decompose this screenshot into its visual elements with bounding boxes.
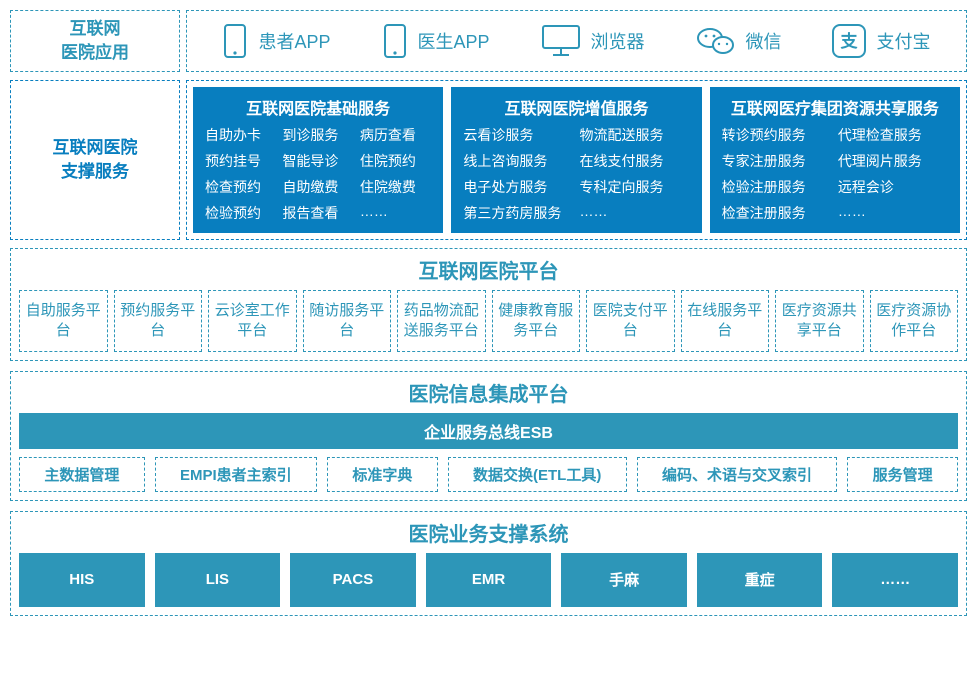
app-item-label: 微信	[746, 28, 782, 54]
system-box-2: PACS	[290, 553, 416, 607]
row-support-services: 互联网医院 支撑服务 互联网医院基础服务自助办卡到诊服务病历查看预约挂号智能导诊…	[10, 80, 967, 240]
platform-box-4: 药品物流配送服务平台	[397, 290, 486, 352]
svc-item: 到诊服务	[282, 125, 353, 145]
svc-card-0: 互联网医院基础服务自助办卡到诊服务病历查看预约挂号智能导诊住院预约检查预约自助缴…	[193, 87, 443, 233]
svc-item: 云看诊服务	[463, 125, 573, 145]
svc-item: 第三方药房服务	[463, 203, 573, 223]
svc-item: 检查预约	[205, 177, 276, 197]
app-item-3: 微信	[696, 25, 782, 57]
svc-item: 远程会诊	[838, 177, 948, 197]
system-box-5: 重症	[697, 553, 823, 607]
svc-item: 转诊预约服务	[722, 125, 832, 145]
system-box-1: LIS	[155, 553, 281, 607]
svc-item: 检查注册服务	[722, 203, 832, 223]
app-item-4: 支支付宝	[832, 24, 930, 58]
svc-item: 线上咨询服务	[463, 151, 573, 171]
apps-label-line1: 互联网	[61, 17, 129, 41]
svc-item: 专科定向服务	[579, 177, 689, 197]
svc-item: 专家注册服务	[722, 151, 832, 171]
systems-row: HISLISPACSEMR手麻重症……	[19, 553, 958, 607]
svc-item: 病历查看	[360, 125, 431, 145]
app-item-label: 患者APP	[258, 28, 330, 54]
app-item-label: 浏览器	[591, 28, 645, 54]
platform-box-7: 在线服务平台	[681, 290, 770, 352]
platform-box-9: 医疗资源协作平台	[870, 290, 959, 352]
apps-body: 患者APP 医生APP 浏览器 微信 支支付宝	[186, 10, 967, 72]
integration-box-1: EMPI患者主索引	[155, 457, 317, 492]
svc-item: 智能导诊	[282, 151, 353, 171]
alipay-icon: 支	[832, 24, 866, 58]
system-box-6: ……	[832, 553, 958, 607]
apps-label: 互联网 医院应用	[10, 10, 180, 72]
section-platform-title: 互联网医院平台	[19, 255, 958, 284]
svc-item: 自助办卡	[205, 125, 276, 145]
section-systems-title: 医院业务支撑系统	[19, 518, 958, 547]
platform-box-1: 预约服务平台	[114, 290, 203, 352]
platform-box-8: 医疗资源共享平台	[775, 290, 864, 352]
section-systems: 医院业务支撑系统 HISLISPACSEMR手麻重症……	[10, 511, 967, 616]
svc-item: 代理检查服务	[838, 125, 948, 145]
svc-card-items: 自助办卡到诊服务病历查看预约挂号智能导诊住院预约检查预约自助缴费住院缴费检验预约…	[205, 125, 431, 223]
system-box-3: EMR	[426, 553, 552, 607]
svc-item: 住院缴费	[360, 177, 431, 197]
app-item-label: 支付宝	[876, 28, 930, 54]
svc-item: 在线支付服务	[579, 151, 689, 171]
app-item-label: 医生APP	[418, 28, 490, 54]
svc-item: 自助缴费	[282, 177, 353, 197]
svc-item: 检验注册服务	[722, 177, 832, 197]
integration-box-4: 编码、术语与交叉索引	[637, 457, 838, 492]
esb-bar: 企业服务总线ESB	[19, 413, 958, 449]
row-applications: 互联网 医院应用 患者APP 医生APP 浏览器 微信 支支付宝	[10, 10, 967, 72]
svc-item: ……	[579, 203, 689, 223]
phone-icon	[222, 24, 248, 58]
platform-box-5: 健康教育服务平台	[492, 290, 581, 352]
svc-card-title: 互联网医院基础服务	[205, 95, 431, 119]
system-box-0: HIS	[19, 553, 145, 607]
svc-label: 互联网医院 支撑服务	[10, 80, 180, 240]
platform-row: 自助服务平台预约服务平台云诊室工作平台随访服务平台药品物流配送服务平台健康教育服…	[19, 290, 958, 352]
platform-box-3: 随访服务平台	[303, 290, 392, 352]
integration-box-0: 主数据管理	[19, 457, 145, 492]
svc-card-items: 转诊预约服务代理检查服务专家注册服务代理阅片服务检验注册服务远程会诊检查注册服务…	[722, 125, 948, 223]
svc-item: ……	[360, 203, 431, 223]
wechat-icon	[696, 25, 736, 57]
svc-item: 住院预约	[360, 151, 431, 171]
svc-card-2: 互联网医疗集团资源共享服务转诊预约服务代理检查服务专家注册服务代理阅片服务检验注…	[710, 87, 960, 233]
integration-box-3: 数据交换(ETL工具)	[448, 457, 627, 492]
svc-item: 报告查看	[282, 203, 353, 223]
svc-label-line1: 互联网医院	[53, 136, 138, 160]
integration-box-2: 标准字典	[327, 457, 438, 492]
apps-label-line2: 医院应用	[61, 41, 129, 65]
platform-box-2: 云诊室工作平台	[208, 290, 297, 352]
svc-body: 互联网医院基础服务自助办卡到诊服务病历查看预约挂号智能导诊住院预约检查预约自助缴…	[186, 80, 967, 240]
esb-row: 主数据管理 EMPI患者主索引标准字典数据交换(ETL工具) 编码、术语与交叉索引服…	[19, 457, 958, 492]
svc-card-title: 互联网医院增值服务	[463, 95, 689, 119]
svc-label-line2: 支撑服务	[53, 160, 138, 184]
section-integration: 医院信息集成平台 企业服务总线ESB 主数据管理 EMPI患者主索引标准字典数据交…	[10, 371, 967, 501]
svc-item: ……	[838, 203, 948, 223]
svc-item: 代理阅片服务	[838, 151, 948, 171]
monitor-icon	[541, 24, 581, 58]
svc-item: 检验预约	[205, 203, 276, 223]
system-box-4: 手麻	[561, 553, 687, 607]
integration-box-5: 服务管理	[847, 457, 958, 492]
app-item-1: 医生APP	[382, 24, 490, 58]
platform-box-0: 自助服务平台	[19, 290, 108, 352]
svc-card-title: 互联网医疗集团资源共享服务	[722, 95, 948, 119]
svc-card-items: 云看诊服务物流配送服务线上咨询服务在线支付服务电子处方服务专科定向服务第三方药房…	[463, 125, 689, 223]
section-integration-title: 医院信息集成平台	[19, 378, 958, 407]
svc-item: 预约挂号	[205, 151, 276, 171]
svc-item: 物流配送服务	[579, 125, 689, 145]
platform-box-6: 医院支付平台	[586, 290, 675, 352]
svc-card-1: 互联网医院增值服务云看诊服务物流配送服务线上咨询服务在线支付服务电子处方服务专科…	[451, 87, 701, 233]
app-item-0: 患者APP	[222, 24, 330, 58]
svg-text:支: 支	[841, 31, 859, 51]
svc-item: 电子处方服务	[463, 177, 573, 197]
phone-icon	[382, 24, 408, 58]
app-item-2: 浏览器	[541, 24, 645, 58]
section-platform: 互联网医院平台 自助服务平台预约服务平台云诊室工作平台随访服务平台药品物流配送服…	[10, 248, 967, 361]
